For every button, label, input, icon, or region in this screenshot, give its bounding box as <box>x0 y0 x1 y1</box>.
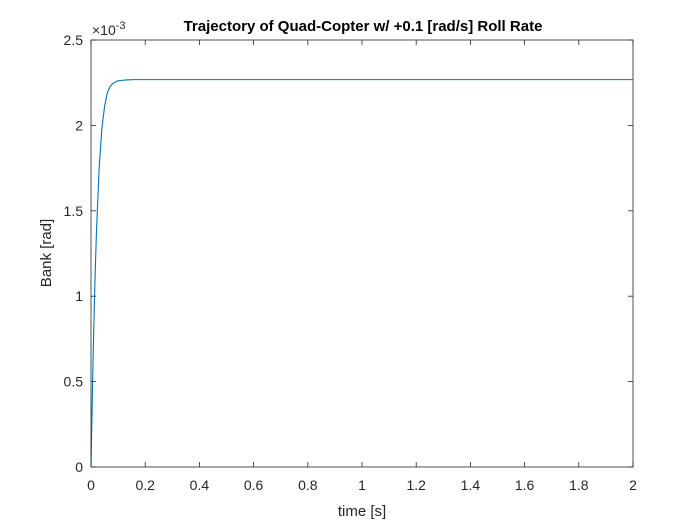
x-axis-label: time [s] <box>338 503 386 520</box>
y-tick-label: 1 <box>75 288 83 304</box>
x-tick-label: 0.6 <box>244 477 264 493</box>
x-tick-label: 2 <box>629 477 637 493</box>
y-tick-label: 1.5 <box>64 203 84 219</box>
plot-frame <box>90 39 634 468</box>
x-tick-label: 0.4 <box>190 477 210 493</box>
y-exponent-power: -3 <box>116 20 126 32</box>
tick-labels-layer: 0 0.2 0.4 0.6 0.8 1 1.2 1.4 1.6 1.8 2 0 0.5 1 1.5 2 2.5 <box>64 32 638 493</box>
y-exponent-label: ×10-3 <box>92 20 126 38</box>
y-tick-label: 2.5 <box>64 32 84 48</box>
plot-area <box>91 40 633 467</box>
y-exponent-base: ×10 <box>92 22 116 38</box>
x-tick-label: 0.2 <box>135 477 155 493</box>
y-tick-label: 0.5 <box>64 374 84 390</box>
x-tick-label: 0 <box>87 477 95 493</box>
x-tick-label: 1.4 <box>461 477 481 493</box>
y-axis-label: Bank [rad] <box>38 219 55 287</box>
series-line <box>90 79 633 468</box>
y-tick-label: 0 <box>75 459 83 475</box>
x-tick-label: 0.8 <box>298 477 318 493</box>
x-tick-label: 1 <box>358 477 366 493</box>
x-tick-label: 1.8 <box>569 477 589 493</box>
y-tick-label: 2 <box>75 117 83 133</box>
x-tick-label: 1.2 <box>406 477 426 493</box>
x-tick-label: 1.6 <box>515 477 535 493</box>
chart-title: Trajectory of Quad-Copter w/ +0.1 [rad/s… <box>184 18 543 35</box>
